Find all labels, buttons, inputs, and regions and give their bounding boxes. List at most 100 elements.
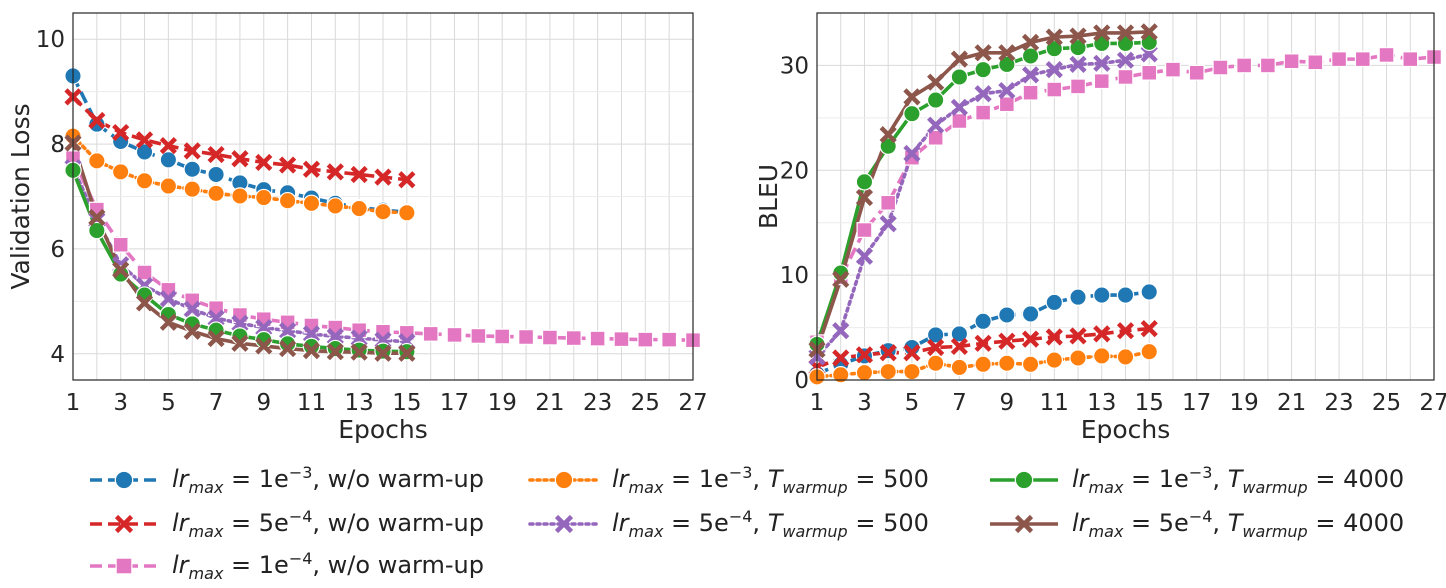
data-point [1069, 27, 1087, 45]
legend-label-part: lr [1072, 509, 1089, 538]
legend-label-part: T [767, 509, 783, 538]
legend-label-part: 5e [698, 509, 729, 538]
data-point [302, 337, 321, 356]
data-point [1188, 64, 1205, 81]
data-point [279, 156, 297, 174]
data-point [302, 160, 321, 178]
legend-label: lrmax = 1e−4, w/o warm-up [172, 549, 484, 583]
data-point [1045, 351, 1064, 369]
legend-label: lrmax = 5e−4, Twarmup = 4000 [1072, 507, 1405, 541]
data-point [302, 342, 321, 360]
legend-marker [1014, 470, 1034, 490]
data-point [183, 160, 201, 178]
data-point [1212, 59, 1229, 76]
data-point [1021, 66, 1040, 84]
data-point [589, 330, 606, 347]
data-point [926, 354, 945, 372]
data-point [231, 187, 249, 205]
legend-label-part: −4 [1188, 507, 1213, 527]
x-tick-label: 19 [488, 390, 517, 416]
data-point [998, 44, 1016, 62]
data-point [1069, 349, 1087, 367]
x-tick-label: 1 [66, 390, 81, 416]
data-point [278, 335, 297, 353]
legend-label-part: , w/o warm-up [312, 465, 484, 494]
x-tick-label: 17 [440, 390, 469, 416]
data-point [1140, 320, 1158, 338]
x-tick-label: 5 [905, 390, 920, 416]
legend-swatch [990, 470, 1058, 490]
legend-label-part: 1e [698, 465, 729, 494]
legend-label-part: max [188, 563, 224, 583]
legend-label-part: , w/o warm-up [312, 551, 484, 580]
x-tick-label: 9 [1000, 390, 1015, 416]
legend-label-part: max [1088, 521, 1124, 541]
data-point [207, 329, 225, 348]
legend-label-part: 1e [258, 551, 289, 580]
data-point [974, 355, 992, 373]
legend-label-part: max [1088, 477, 1124, 497]
series-markers-s4 [808, 342, 1158, 386]
data-point [1236, 57, 1253, 74]
legend-label-part: max [188, 521, 224, 541]
data-point [1093, 73, 1110, 90]
series-markers-s3 [809, 46, 1442, 351]
legend: lrmax = 1e−3, w/o warm-up lrmax = 5e−4, w… [0, 456, 1446, 586]
data-point [1069, 55, 1087, 73]
data-point [1093, 325, 1111, 343]
data-point [1046, 81, 1063, 98]
legend-label-part: lr [172, 551, 189, 580]
x-tick-label: 23 [1324, 390, 1353, 416]
legend-label-part: lr [172, 509, 189, 538]
legend-label-part: −3 [288, 463, 313, 483]
data-point [1402, 51, 1419, 68]
x-tick-label: 7 [209, 390, 224, 416]
data-point [183, 300, 201, 318]
series-markers-s2 [64, 88, 416, 189]
legend-label-part: 4000 [1343, 509, 1405, 538]
legend-item-s7: lrmax = 5e−4, Twarmup = 4000 [988, 504, 1404, 544]
legend-label-part: warmup [782, 521, 848, 541]
data-point [518, 329, 535, 345]
data-point [1045, 61, 1063, 79]
legend-label-part: lr [1072, 465, 1089, 494]
data-point [1069, 38, 1087, 57]
legend-label-part: , [1212, 465, 1228, 494]
legend-label-part: , [752, 465, 768, 494]
x-tick-label: 13 [1087, 390, 1116, 416]
data-point [855, 173, 874, 191]
y-tick-label: 30 [780, 53, 809, 79]
data-point [422, 325, 439, 342]
legend-label-part: max [628, 477, 664, 497]
legend-label: lrmax = 1e−3, Twarmup = 500 [612, 463, 929, 497]
data-point [974, 312, 992, 331]
data-point [159, 151, 178, 169]
data-point [903, 104, 921, 123]
legend-item-s2: lrmax = 5e−4, w/o warm-up [88, 504, 484, 544]
data-point [998, 306, 1016, 324]
data-point [159, 313, 177, 331]
legend-label-part: warmup [1242, 521, 1308, 541]
legend-label-part: −4 [288, 507, 313, 527]
data-point [975, 104, 992, 121]
data-point [855, 346, 874, 364]
x-tick-label: 9 [256, 390, 271, 416]
data-point [1022, 84, 1039, 101]
data-point [112, 261, 130, 279]
y-axis-label-bleu: BLEU [754, 164, 783, 229]
data-point [974, 44, 992, 62]
data-point [950, 337, 968, 356]
data-point [856, 222, 873, 239]
legend-label-part: T [1227, 465, 1243, 494]
data-point [1093, 54, 1111, 72]
data-point [1141, 64, 1158, 81]
data-point [231, 334, 249, 352]
data-point [855, 363, 874, 382]
legend-item-s3: lrmax = 1e−4, w/o warm-up [88, 546, 484, 586]
data-point [1259, 57, 1276, 74]
x-tick-label: 17 [1182, 390, 1211, 416]
legend-label-part: T [1227, 509, 1243, 538]
legend-marker [114, 470, 134, 490]
